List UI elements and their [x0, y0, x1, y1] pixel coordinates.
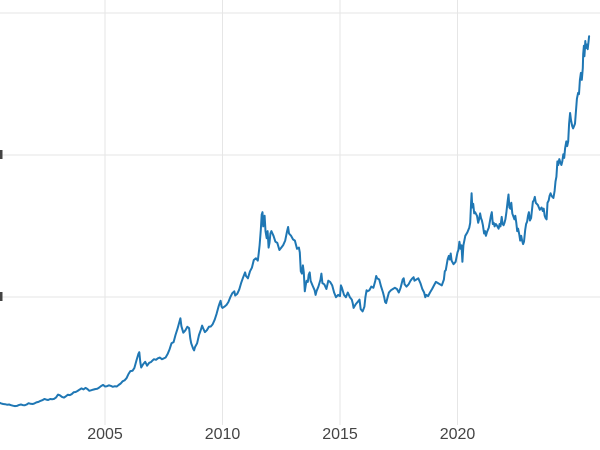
x-axis-tick-label: 2005: [87, 426, 123, 443]
clipped-y-tick-fragment: [0, 150, 3, 159]
price-line-series: [0, 35, 591, 408]
x-axis-tick-label: 2020: [439, 426, 476, 443]
x-axis-tick-label: 2010: [204, 426, 241, 443]
clipped-y-tick-fragment: [0, 292, 3, 301]
x-axis-tick-label: 2015: [322, 426, 358, 443]
